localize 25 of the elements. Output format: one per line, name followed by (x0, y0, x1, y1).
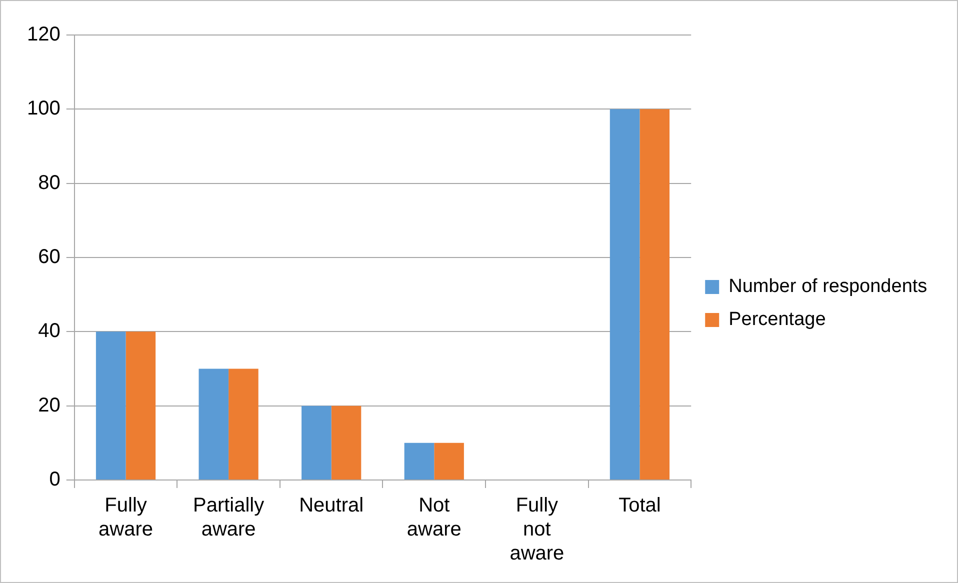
bar (331, 406, 362, 480)
y-tick-label: 20 (38, 394, 60, 416)
y-tick-label: 60 (38, 246, 60, 268)
bar (96, 332, 126, 480)
bar (126, 332, 156, 480)
x-tick-label: Not aware (406, 494, 462, 541)
y-tick-label: 0 (49, 468, 60, 491)
bar (640, 109, 670, 480)
legend-label: Percentage (728, 309, 842, 330)
x-tick-label: Fully not aware (510, 494, 564, 565)
x-tick-label: Total (618, 494, 661, 517)
x-tick-label: Fully aware (98, 494, 154, 541)
bar (404, 442, 434, 480)
y-tick-label: 100 (26, 98, 60, 120)
y-tick-label: 120 (26, 24, 60, 46)
bar (302, 406, 332, 480)
legend-label: Number of respondents (728, 276, 943, 298)
y-tick-label: 80 (38, 172, 60, 194)
x-tick-label: Partially aware (192, 494, 264, 541)
bar (610, 109, 640, 480)
y-tick-label: 40 (38, 320, 60, 342)
bar (228, 368, 258, 480)
x-tick-label: Neutral (299, 494, 364, 517)
bar (198, 368, 229, 480)
bar (434, 442, 464, 480)
